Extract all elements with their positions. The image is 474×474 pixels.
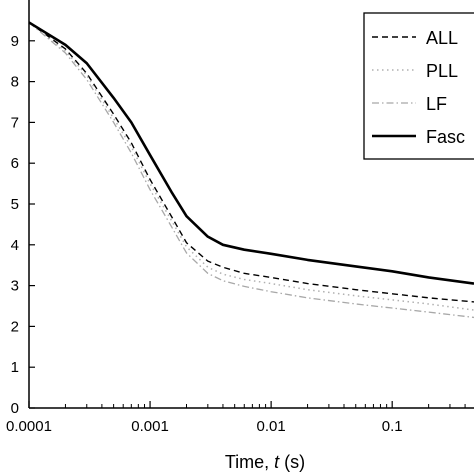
plot-area [28,21,474,319]
x-axis-title: Time, t (s) [225,452,305,472]
y-tick-label: 0 [11,400,19,417]
y-tick-label: 5 [11,196,19,213]
x-tick-label: 0.01 [257,418,286,435]
y-tick-label: 7 [11,114,19,131]
axes: 0 1 2 3 4 5 6 7 8 9 0.0001 0.001 0.01 0.1 [6,0,474,435]
x-tick-label: 0.001 [131,418,169,435]
legend-label-pll: PLL [426,61,458,81]
x-tick-label: 0.0001 [6,418,52,435]
legend-label-lf: LF [426,94,447,114]
legend-label-fascicle: Fasc [426,127,465,147]
y-tick-label: 2 [11,318,19,335]
legend-label-all: ALL [426,28,458,48]
y-tick-label: 8 [11,74,19,91]
y-tick-label: 4 [11,237,19,254]
legend: ALL PLL LF Fasc [363,12,474,160]
y-tick-label: 9 [11,33,19,50]
x-tick-label: 0.1 [382,418,403,435]
y-tick-label: 1 [11,359,19,376]
y-tick-label: 6 [11,155,19,172]
series-line-fascicle [28,21,474,285]
series-line-pll [28,21,474,311]
series-line-all [28,21,474,303]
series-line-lf [28,21,474,319]
y-tick-label: 3 [11,278,19,295]
